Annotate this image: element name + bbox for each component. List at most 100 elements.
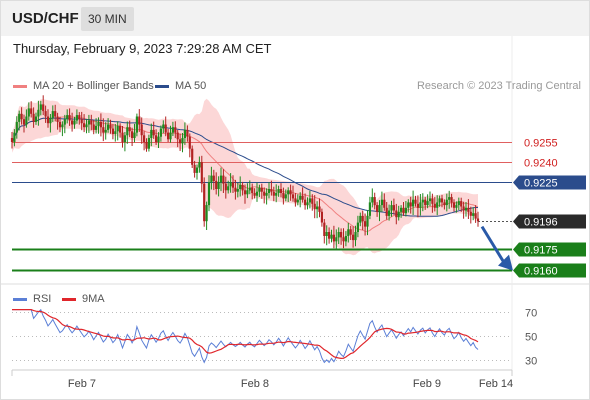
symbol-title: USD/CHF bbox=[12, 10, 79, 27]
candle-body bbox=[270, 189, 273, 192]
candle-body bbox=[90, 120, 93, 125]
candle-body bbox=[205, 205, 208, 222]
candle-body bbox=[371, 197, 374, 203]
candle-body bbox=[469, 211, 472, 216]
candle-body bbox=[330, 234, 333, 239]
ma50-line bbox=[11, 117, 478, 217]
candle-body bbox=[22, 119, 26, 125]
candle-body bbox=[407, 202, 410, 208]
legend-swatch bbox=[13, 84, 27, 88]
rsi-tick-70: 70 bbox=[525, 308, 537, 320]
candle-body bbox=[323, 222, 326, 236]
candle-body bbox=[337, 232, 340, 238]
candle-body bbox=[135, 116, 138, 133]
candle-body bbox=[246, 190, 249, 195]
candle-body bbox=[224, 183, 227, 191]
candle-body bbox=[68, 115, 71, 121]
candle-body bbox=[335, 237, 338, 242]
candle-body bbox=[25, 116, 28, 125]
legend-9ma-label: 9MA bbox=[82, 293, 105, 305]
candle-body bbox=[37, 109, 40, 117]
candle-body bbox=[385, 207, 388, 216]
candle-body bbox=[107, 124, 110, 130]
level-tag-0.9175 bbox=[513, 242, 586, 257]
candle-body bbox=[181, 138, 184, 144]
candle-body bbox=[13, 132, 16, 142]
candle-body bbox=[119, 125, 122, 133]
candle-body bbox=[428, 198, 432, 202]
candle-body bbox=[255, 191, 259, 196]
candle-body bbox=[258, 187, 261, 192]
candle-body bbox=[279, 189, 283, 193]
candle-body bbox=[236, 189, 239, 192]
legend-swatch bbox=[155, 84, 169, 88]
candle-body bbox=[383, 199, 386, 208]
x-tick-label: Feb 9 bbox=[413, 378, 441, 390]
candle-body bbox=[63, 119, 66, 125]
candle-body bbox=[75, 115, 78, 121]
candle-body bbox=[304, 199, 307, 206]
candle-body bbox=[388, 210, 391, 216]
candle-body bbox=[155, 135, 158, 142]
candle-body bbox=[203, 183, 206, 222]
candle-body bbox=[294, 198, 297, 203]
candle-body bbox=[419, 202, 422, 208]
candle-body bbox=[421, 199, 424, 203]
candle-body bbox=[58, 121, 62, 128]
copyright-text: Research © 2023 Trading Central bbox=[416, 80, 581, 92]
legend-rsi-label: RSI bbox=[33, 293, 52, 305]
candle-body bbox=[328, 232, 331, 239]
level-label-0.9255: 0.9255 bbox=[524, 138, 558, 150]
candle-body bbox=[316, 206, 319, 210]
candle-body bbox=[121, 132, 124, 142]
candle-body bbox=[133, 132, 136, 138]
candle-body bbox=[462, 206, 465, 211]
x-tick-label: Feb 7 bbox=[68, 378, 96, 390]
candle-body bbox=[472, 213, 475, 216]
timeframe-button[interactable]: 30 MIN bbox=[81, 7, 134, 31]
candle-body bbox=[138, 116, 141, 125]
candle-body bbox=[147, 138, 150, 149]
candle-body bbox=[140, 124, 143, 136]
candle-body bbox=[207, 182, 211, 206]
candle-body bbox=[116, 125, 119, 132]
candle-body bbox=[395, 210, 398, 218]
candle-body bbox=[234, 187, 237, 192]
candle-body bbox=[460, 201, 463, 207]
legend-9ma: 9MA bbox=[62, 293, 105, 305]
candle-body bbox=[424, 199, 427, 206]
candle-body bbox=[267, 189, 271, 193]
candle-body bbox=[344, 236, 347, 242]
candle-body bbox=[284, 194, 287, 199]
candle-body bbox=[143, 135, 146, 142]
candle-body bbox=[83, 123, 86, 128]
candle-body bbox=[376, 205, 379, 212]
candle-body bbox=[356, 222, 359, 232]
candle-body bbox=[431, 198, 434, 204]
candle-body bbox=[44, 111, 47, 117]
level-label-0.9225: 0.9225 bbox=[524, 178, 558, 190]
candle-body bbox=[183, 129, 186, 138]
candle-body bbox=[412, 199, 415, 207]
candle-body bbox=[99, 121, 102, 128]
candle-body bbox=[464, 207, 468, 211]
candle-body bbox=[210, 175, 213, 183]
candle-body bbox=[54, 111, 57, 117]
candle-body bbox=[80, 119, 83, 124]
candle-body bbox=[49, 117, 52, 124]
candle-body bbox=[239, 185, 242, 189]
candle-body bbox=[111, 128, 114, 134]
candle-body bbox=[169, 132, 172, 140]
candle-body bbox=[301, 195, 304, 200]
candle-body bbox=[426, 201, 429, 206]
candle-body bbox=[198, 162, 201, 168]
candle-body bbox=[30, 108, 33, 114]
legend-swatch bbox=[13, 297, 27, 301]
candle-body bbox=[308, 198, 311, 203]
candle-body bbox=[227, 186, 230, 191]
candle-body bbox=[164, 124, 167, 133]
candle-body bbox=[452, 202, 456, 208]
candle-body bbox=[263, 191, 266, 196]
candle-body bbox=[364, 221, 367, 227]
